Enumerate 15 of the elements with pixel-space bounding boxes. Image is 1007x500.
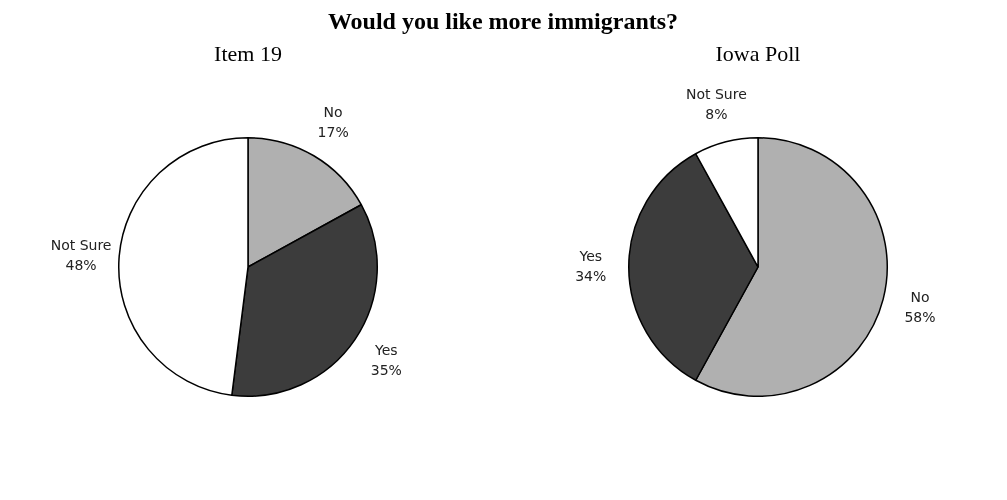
data-label: 58% [904,309,936,326]
data-label: 17% [317,123,349,140]
slice-label: No [323,103,343,120]
chart-subtitle: Iowa Poll [714,41,802,67]
data-label: 35% [370,361,402,378]
slice-label: Yes [578,247,603,264]
slice-label: Not Sure [50,237,112,254]
slice-label: Yes [374,341,398,358]
slice-label: No [910,289,930,306]
data-label: 8% [705,105,728,122]
slice-label: Not Sure [686,85,747,102]
chart-subtitle: Item 19 [213,41,283,67]
data-label: 48% [65,257,97,274]
text: Would you like more immigrants? [326,8,680,35]
data-label: 34% [575,267,607,284]
